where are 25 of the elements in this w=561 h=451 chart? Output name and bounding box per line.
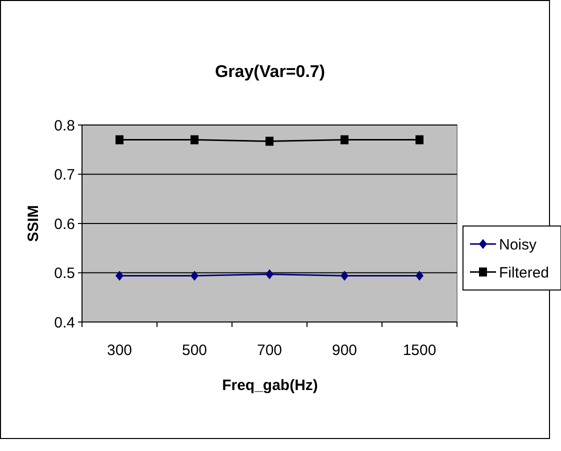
x-tick-label: 300	[106, 342, 132, 359]
legend-label: Noisy	[499, 236, 538, 254]
point	[416, 135, 424, 144]
y-tick-label: 0.4	[54, 314, 75, 332]
point	[266, 136, 274, 146]
y-tick-label: 0.7	[54, 166, 75, 184]
point	[116, 270, 124, 281]
point	[190, 270, 198, 281]
x-tick-label: 700	[256, 342, 282, 359]
point	[190, 135, 198, 144]
chart-title: Gray(Var=0.7)	[214, 62, 326, 81]
legend-label: Filtered	[499, 264, 550, 282]
y-tick-label: 0.5	[54, 265, 75, 282]
x-axis-title: Freq_gab(Hz)	[222, 377, 318, 394]
point	[340, 270, 348, 281]
x-tick-label: 900	[332, 342, 358, 359]
point	[340, 135, 348, 144]
point	[116, 135, 124, 144]
x-tick-label: 1500	[402, 342, 436, 359]
y-axis-title: SSIM	[25, 205, 42, 242]
x-tick-label: 500	[182, 342, 208, 359]
point	[416, 270, 424, 281]
y-tick-label: 0.8	[54, 117, 75, 134]
y-tick-label: 0.6	[54, 216, 75, 233]
point	[266, 269, 274, 280]
